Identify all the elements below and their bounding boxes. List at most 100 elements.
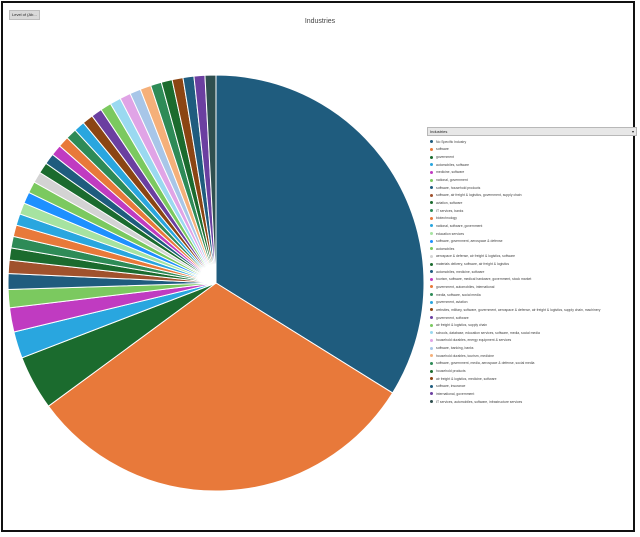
legend-swatch <box>430 209 433 213</box>
legend-item[interactable]: tourism, software, medical hardware, gov… <box>427 276 637 284</box>
legend-swatch <box>430 232 433 235</box>
legend-item[interactable]: national, government <box>427 176 637 184</box>
legend-item[interactable]: national, software, government <box>427 222 637 230</box>
legend-label: media, software, social media <box>436 292 481 297</box>
legend-item[interactable]: aerospace & defense, air freight & logis… <box>427 253 637 261</box>
legend-item[interactable]: aviation, software <box>427 199 637 207</box>
legend-swatch <box>430 384 433 388</box>
legend-label: government, aviation <box>436 300 468 305</box>
legend-label: government <box>436 155 454 160</box>
legend-label: aviation, software <box>436 200 463 205</box>
legend-swatch <box>430 316 433 320</box>
legend-item[interactable]: software, banking, banks <box>427 344 637 352</box>
legend-label: government, software <box>436 315 469 320</box>
legend-label: automobiles <box>436 246 455 251</box>
legend-label: household products <box>436 369 466 374</box>
legend-label: IT services, banks <box>436 208 464 213</box>
legend-swatch <box>430 262 433 266</box>
legend-label: air freight & logistics, medicine, softw… <box>436 376 497 381</box>
legend-item[interactable]: biotechnology <box>427 214 637 222</box>
legend-label: software, government, media, aerospace &… <box>436 361 535 366</box>
legend-item[interactable]: automobiles, medicine, software <box>427 268 637 276</box>
legend-label: materials delivery, software, air freigh… <box>436 262 510 267</box>
legend-item[interactable]: government, aviation <box>427 298 637 306</box>
legend-swatch <box>430 377 433 381</box>
legend-item[interactable]: software <box>427 146 637 154</box>
legend-label: tourism, software, medical hardware, gov… <box>436 277 532 282</box>
legend-label: software <box>436 147 449 152</box>
legend-item[interactable]: IT services, automobiles, software, infr… <box>427 398 637 406</box>
legend-label: medicine, software <box>436 170 465 175</box>
legend-swatch <box>430 346 433 350</box>
legend-swatch <box>430 354 433 358</box>
legend-swatch <box>430 338 433 342</box>
legend-label: air freight & logistics, supply chain <box>436 323 488 328</box>
level-chip[interactable]: Level of (Ab... <box>9 10 40 20</box>
legend-item[interactable]: software, air freight & logistics, gover… <box>427 191 637 199</box>
legend-label: IT services, automobiles, software, infr… <box>436 399 523 404</box>
legend-swatch <box>430 224 433 228</box>
legend-swatch <box>430 361 433 365</box>
legend-item[interactable]: software, household products <box>427 184 637 192</box>
legend-swatch <box>430 331 433 335</box>
legend-item[interactable]: household durables, energy equipment & s… <box>427 337 637 345</box>
legend-label: software, insurance <box>436 384 466 389</box>
legend-swatch <box>430 163 433 167</box>
legend-swatch <box>430 400 433 404</box>
legend-item[interactable]: air freight & logistics, medicine, softw… <box>427 375 637 383</box>
legend-item[interactable]: media, software, social media <box>427 291 637 299</box>
pie-slice[interactable] <box>215 74 425 394</box>
legend-swatch <box>430 270 433 274</box>
legend-item[interactable]: materials delivery, software, air freigh… <box>427 260 637 268</box>
chart-title: Industries <box>304 18 336 25</box>
legend-title: Industries <box>430 129 448 134</box>
legend-label: software, household products <box>436 185 481 190</box>
legend-item[interactable]: automobiles, software <box>427 161 637 169</box>
legend-item[interactable]: government, software <box>427 314 637 322</box>
legend-swatch <box>430 178 433 182</box>
legend: Industries ▾ No Specific Industry softwar… <box>427 127 637 405</box>
legend-swatch <box>430 247 433 251</box>
legend-item[interactable]: software, government, aerospace & defens… <box>427 237 637 245</box>
legend-swatch <box>430 308 433 312</box>
legend-item[interactable]: government, automobiles, international <box>427 283 637 291</box>
legend-item[interactable]: IT services, banks <box>427 207 637 215</box>
legend-label: aerospace & defense, air freight & logis… <box>436 254 515 259</box>
legend-swatch <box>430 186 433 190</box>
legend-label: government, automobiles, international <box>436 284 495 289</box>
legend-label: biotechnology <box>436 216 457 221</box>
legend-item[interactable]: schools, database, education services, s… <box>427 329 637 337</box>
legend-item[interactable]: medicine, software <box>427 169 637 177</box>
legend-swatch <box>430 155 433 159</box>
pie-slice[interactable] <box>204 74 217 284</box>
legend-item[interactable]: software, insurance <box>427 383 637 391</box>
legend-swatch <box>430 216 433 220</box>
legend-item[interactable]: automobiles <box>427 245 637 253</box>
pie-slice[interactable] <box>47 282 394 492</box>
legend-label: automobiles, software <box>436 162 469 167</box>
legend-item[interactable]: air freight & logistics, supply chain <box>427 321 637 329</box>
legend-header[interactable]: Industries ▾ <box>427 127 637 136</box>
legend-item[interactable]: education services <box>427 230 637 238</box>
legend-swatch <box>430 254 433 258</box>
legend-label: household durables, energy equipment & s… <box>436 338 512 343</box>
legend-label: software, government, aerospace & defens… <box>436 239 503 244</box>
chevron-down-icon[interactable]: ▾ <box>631 129 634 134</box>
legend-item[interactable]: household durables, tourism, medicine <box>427 352 637 360</box>
legend-label: software, banking, banks <box>436 346 474 351</box>
legend-label: education services <box>436 231 465 236</box>
legend-item[interactable]: household products <box>427 367 637 375</box>
legend-swatch <box>430 293 433 297</box>
legend-item[interactable]: websites, military, software, government… <box>427 306 637 314</box>
legend-swatch <box>430 170 433 174</box>
legend-list: No Specific Industry software government au… <box>427 136 637 405</box>
legend-item[interactable]: software, government, media, aerospace &… <box>427 360 637 368</box>
legend-label: websites, military, software, government… <box>436 307 601 312</box>
legend-item[interactable]: government <box>427 153 637 161</box>
legend-label: household durables, tourism, medicine <box>436 353 495 358</box>
legend-swatch <box>430 300 433 304</box>
legend-label: No Specific Industry <box>436 139 467 144</box>
legend-item[interactable]: No Specific Industry <box>427 138 637 146</box>
legend-swatch <box>430 277 433 281</box>
legend-item[interactable]: international, government <box>427 390 637 398</box>
